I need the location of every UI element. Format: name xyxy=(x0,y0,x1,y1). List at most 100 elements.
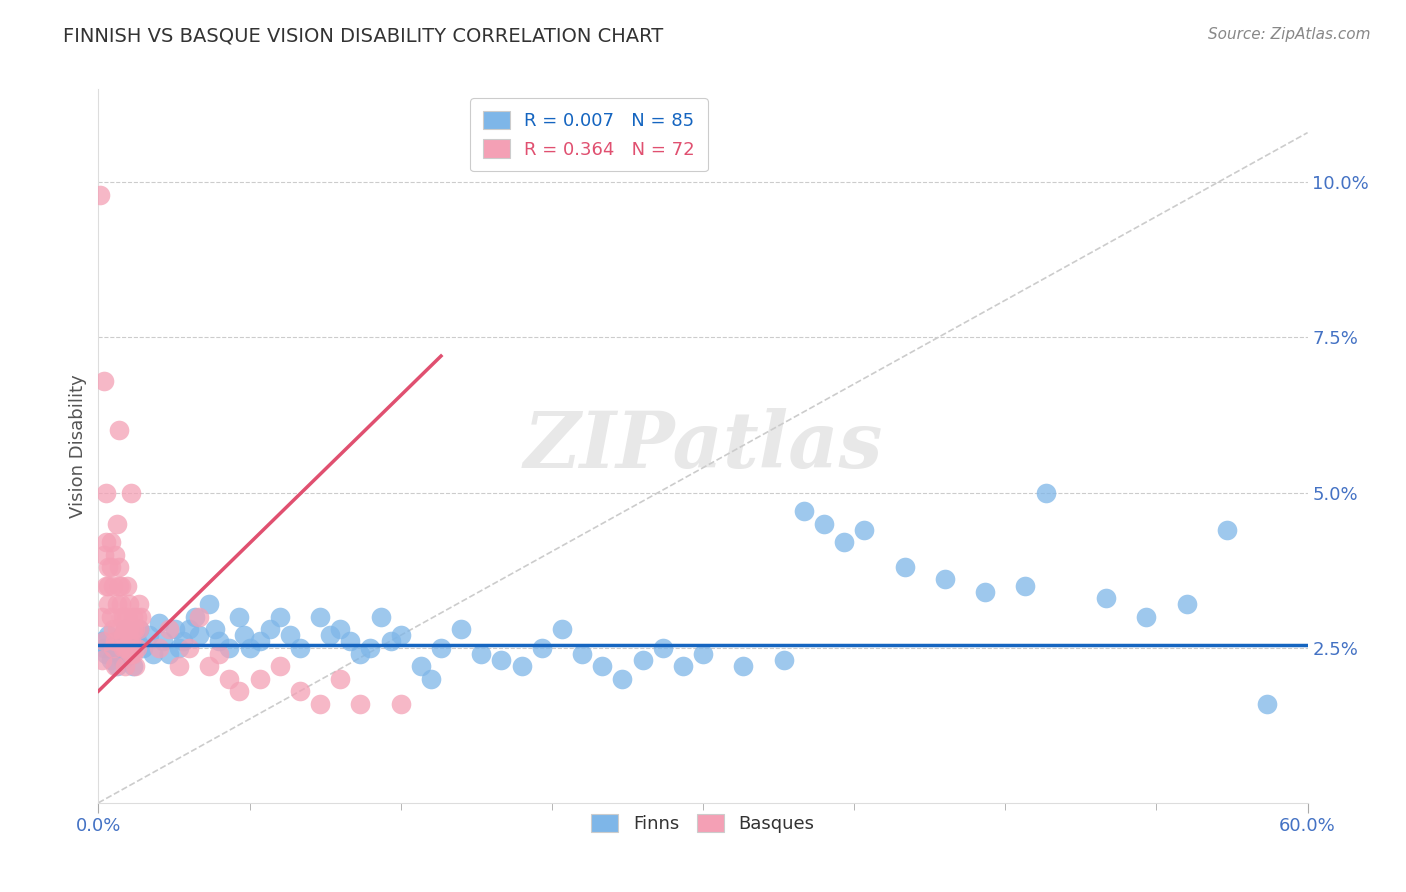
Point xyxy=(167,659,190,673)
Point xyxy=(105,597,128,611)
Point xyxy=(124,628,146,642)
Point xyxy=(319,628,342,642)
Point xyxy=(179,640,201,655)
Point xyxy=(420,672,443,686)
Point xyxy=(110,579,132,593)
Point xyxy=(118,622,141,636)
Point xyxy=(118,647,141,661)
Point xyxy=(409,659,432,673)
Point xyxy=(121,647,143,661)
Point xyxy=(101,579,124,593)
Point xyxy=(110,640,132,655)
Point xyxy=(813,516,835,531)
Point xyxy=(551,622,574,636)
Point xyxy=(349,697,371,711)
Point xyxy=(631,653,654,667)
Point xyxy=(380,634,402,648)
Point xyxy=(97,560,120,574)
Point xyxy=(1095,591,1118,605)
Point xyxy=(148,615,170,630)
Point xyxy=(692,647,714,661)
Point xyxy=(103,634,125,648)
Point xyxy=(107,647,129,661)
Point xyxy=(125,640,148,655)
Point xyxy=(339,634,361,648)
Point xyxy=(1256,697,1278,711)
Point xyxy=(100,653,122,667)
Point xyxy=(198,659,221,673)
Point xyxy=(309,697,332,711)
Point xyxy=(125,609,148,624)
Point xyxy=(120,640,142,655)
Point xyxy=(1216,523,1239,537)
Point xyxy=(97,579,120,593)
Point xyxy=(179,622,201,636)
Point xyxy=(111,653,134,667)
Point xyxy=(329,672,352,686)
Point xyxy=(107,560,129,574)
Point xyxy=(208,634,231,648)
Point xyxy=(288,640,311,655)
Point xyxy=(228,609,250,624)
Point xyxy=(111,628,134,642)
Point xyxy=(853,523,876,537)
Point xyxy=(100,560,122,574)
Point xyxy=(157,622,180,636)
Point xyxy=(111,609,134,624)
Point xyxy=(172,634,194,648)
Point xyxy=(101,640,124,655)
Point xyxy=(571,647,593,661)
Point xyxy=(96,647,118,661)
Point xyxy=(259,622,281,636)
Point xyxy=(93,548,115,562)
Point xyxy=(121,609,143,624)
Text: ZIPatlas: ZIPatlas xyxy=(523,408,883,484)
Point xyxy=(249,634,271,648)
Point xyxy=(91,634,114,648)
Point xyxy=(103,659,125,673)
Point xyxy=(115,609,138,624)
Point xyxy=(107,424,129,438)
Point xyxy=(893,560,915,574)
Point xyxy=(232,628,254,642)
Point xyxy=(1035,485,1057,500)
Point xyxy=(107,579,129,593)
Point xyxy=(93,374,115,388)
Point xyxy=(591,659,613,673)
Point xyxy=(110,609,132,624)
Point xyxy=(114,622,136,636)
Point xyxy=(103,634,125,648)
Point xyxy=(91,609,114,624)
Point xyxy=(111,640,134,655)
Point xyxy=(96,579,118,593)
Text: Source: ZipAtlas.com: Source: ZipAtlas.com xyxy=(1208,27,1371,42)
Point xyxy=(120,647,142,661)
Point xyxy=(115,579,138,593)
Point xyxy=(389,697,412,711)
Point xyxy=(128,622,150,636)
Point xyxy=(96,485,118,500)
Point xyxy=(329,622,352,636)
Point xyxy=(278,628,301,642)
Point xyxy=(120,485,142,500)
Point xyxy=(309,609,332,624)
Point xyxy=(121,659,143,673)
Point xyxy=(218,672,240,686)
Point xyxy=(128,622,150,636)
Point xyxy=(89,187,111,202)
Point xyxy=(124,622,146,636)
Point xyxy=(93,640,115,655)
Point xyxy=(125,634,148,648)
Point xyxy=(100,609,122,624)
Point xyxy=(269,609,291,624)
Point xyxy=(97,628,120,642)
Point xyxy=(228,684,250,698)
Point xyxy=(772,653,794,667)
Point xyxy=(450,622,472,636)
Point xyxy=(124,659,146,673)
Point xyxy=(188,628,211,642)
Point xyxy=(832,535,855,549)
Point xyxy=(733,659,755,673)
Point xyxy=(157,647,180,661)
Point xyxy=(148,640,170,655)
